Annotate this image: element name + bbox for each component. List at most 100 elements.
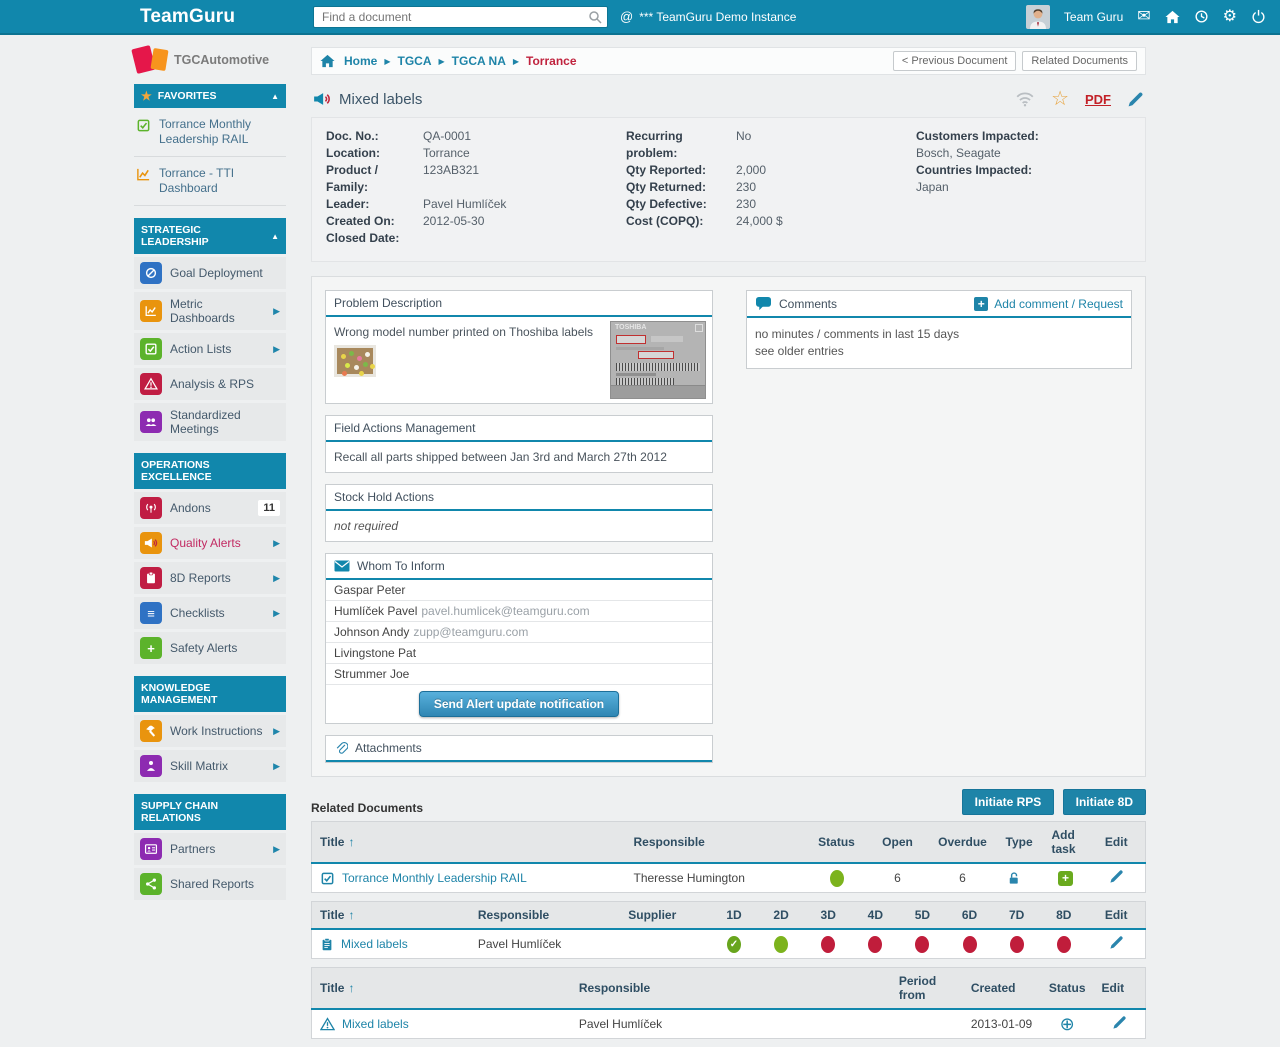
status-dot-6d: ✓: [962, 935, 977, 953]
column-header-title[interactable]: Title ↑: [311, 967, 571, 1010]
column-header-overdue[interactable]: Overdue: [927, 821, 998, 864]
collapse-caret-icon[interactable]: ▲: [271, 91, 279, 101]
whom-to-inform-row[interactable]: Johnson Andy zupp@teamguru.com: [326, 622, 712, 643]
column-header-5d[interactable]: 5D: [898, 901, 946, 930]
add-task-button[interactable]: +: [1058, 870, 1073, 886]
sidebar-item-standardized-meetings[interactable]: Standardized Meetings: [134, 403, 286, 441]
favorite-star-icon[interactable]: ☆: [1051, 88, 1069, 110]
column-header-responsible[interactable]: Responsible: [625, 821, 806, 864]
sidebar-item-work-instructions[interactable]: Work Instructions ▶: [134, 715, 286, 747]
info-value: QA-0001: [423, 129, 472, 143]
edit-pencil-icon[interactable]: [1109, 935, 1124, 950]
sidebar-item-analysis-rps[interactable]: Analysis & RPS: [134, 368, 286, 400]
related-document-link[interactable]: Mixed labels: [320, 937, 408, 952]
column-header-type[interactable]: Type: [997, 821, 1044, 864]
column-header-add-task[interactable]: Add task: [1043, 821, 1088, 864]
edit-pencil-icon[interactable]: [1112, 1015, 1127, 1030]
power-icon[interactable]: [1251, 9, 1266, 24]
add-comment-button[interactable]: + Add comment / Request: [974, 296, 1123, 311]
wifi-broadcast-icon[interactable]: [1015, 91, 1035, 107]
sidebar-item-safety-alerts[interactable]: + Safety Alerts: [134, 632, 286, 664]
breadcrumb-tgca-na[interactable]: TGCA NA: [451, 54, 506, 68]
sidebar-item-skill-matrix[interactable]: Skill Matrix ▶: [134, 750, 286, 782]
column-header-2d[interactable]: 2D: [757, 901, 805, 930]
teamguru-logo[interactable]: TeamGuru: [140, 5, 236, 27]
search-input[interactable]: [313, 5, 608, 28]
sidebar-item-torrance-tti[interactable]: Torrance - TTI Dashboard: [134, 157, 286, 206]
breadcrumb-tgca[interactable]: TGCA: [397, 54, 432, 68]
column-header-edit[interactable]: Edit: [1087, 821, 1146, 864]
collapse-caret-icon[interactable]: ▲: [271, 231, 279, 241]
gear-icon[interactable]: ⚙: [1222, 7, 1237, 25]
related-documents-button[interactable]: Related Documents: [1022, 51, 1137, 71]
column-header-3d[interactable]: 3D: [804, 901, 852, 930]
document-body-panel: Problem Description Wrong model number p…: [311, 276, 1146, 777]
section-header-favorites[interactable]: ★ FAVORITES ▲: [134, 84, 286, 108]
home-icon[interactable]: [1165, 10, 1180, 24]
edit-pencil-icon[interactable]: [1109, 869, 1124, 884]
pdf-export-link[interactable]: PDF: [1085, 91, 1111, 107]
chevron-right-icon: ▶: [273, 607, 280, 618]
column-header-edit[interactable]: Edit: [1093, 967, 1146, 1010]
tgc-automotive-logo[interactable]: TGCAutomotive: [131, 45, 286, 74]
related-8d-table: Title ↑ Responsible Supplier 1D 2D 3D 4D …: [311, 901, 1146, 959]
send-alert-notification-button[interactable]: Send Alert update notification: [418, 691, 620, 717]
status-dot-2d: ✓: [774, 935, 789, 953]
edit-pencil-icon[interactable]: [1127, 91, 1144, 108]
column-header-title[interactable]: Title ↑: [311, 901, 470, 930]
sidebar-item-goal-deployment[interactable]: Goal Deployment: [134, 257, 286, 289]
column-header-supplier[interactable]: Supplier: [620, 901, 711, 930]
related-documents-title: Related Documents: [311, 801, 424, 815]
user-avatar[interactable]: [1025, 4, 1050, 29]
column-header-edit[interactable]: Edit: [1087, 901, 1146, 930]
sidebar-item-action-lists[interactable]: Action Lists ▶: [134, 333, 286, 365]
status-dot: ✓: [829, 869, 844, 887]
sidebar-item-metric-dashboards[interactable]: Metric Dashboards ▶: [134, 292, 286, 330]
column-header-created[interactable]: Created: [962, 967, 1041, 1010]
column-header-status[interactable]: Status: [1040, 967, 1094, 1010]
related-document-link[interactable]: Mixed labels: [320, 1017, 409, 1031]
sticker-board-photo[interactable]: [334, 345, 376, 377]
label-brand-text: TOSHIBA: [615, 324, 647, 331]
column-header-1d[interactable]: 1D: [710, 901, 758, 930]
whom-to-inform-row[interactable]: Livingstone Pat: [326, 643, 712, 664]
initiate-rps-button[interactable]: Initiate RPS: [961, 789, 1055, 815]
column-header-title[interactable]: Title ↑: [311, 821, 626, 864]
mail-icon[interactable]: ✉: [1137, 7, 1151, 25]
initiate-8d-button[interactable]: Initiate 8D: [1062, 789, 1146, 815]
toshiba-label-photo[interactable]: TOSHIBA: [610, 321, 706, 399]
sidebar-item-torrance-rail[interactable]: Torrance Monthly Leadership RAIL: [134, 108, 286, 157]
home-icon[interactable]: [320, 54, 335, 68]
sidebar-item-8d-reports[interactable]: 8D Reports ▶: [134, 562, 286, 594]
person-name: Livingstone Pat: [334, 646, 417, 660]
section-header-operations-excellence[interactable]: OPERATIONS EXCELLENCE: [134, 453, 286, 489]
history-icon[interactable]: [1194, 9, 1209, 24]
sidebar-item-andons[interactable]: Andons 11: [134, 492, 286, 524]
sidebar-item-checklists[interactable]: ≡ Checklists ▶: [134, 597, 286, 629]
column-header-period-from[interactable]: Period from: [890, 967, 963, 1010]
section-header-knowledge-management[interactable]: KNOWLEDGE MANAGEMENT: [134, 676, 286, 712]
column-header-7d[interactable]: 7D: [993, 901, 1041, 930]
search-icon[interactable]: [587, 9, 603, 25]
column-header-open[interactable]: Open: [867, 821, 928, 864]
sidebar-item-shared-reports[interactable]: Shared Reports: [134, 868, 286, 900]
column-header-status[interactable]: Status: [805, 821, 868, 864]
column-header-responsible[interactable]: Responsible: [570, 967, 891, 1010]
see-older-entries-link[interactable]: see older entries: [755, 344, 844, 358]
whom-to-inform-row[interactable]: Humlíček Pavel pavel.humlicek@teamguru.co…: [326, 601, 712, 622]
sidebar-item-partners[interactable]: Partners ▶: [134, 833, 286, 865]
user-name[interactable]: Team Guru: [1063, 9, 1124, 24]
section-header-strategic-leadership[interactable]: STRATEGIC LEADERSHIP ▲: [134, 218, 286, 254]
section-header-supply-chain-relations[interactable]: SUPPLY CHAIN RELATIONS: [134, 794, 286, 830]
column-header-4d[interactable]: 4D: [851, 901, 899, 930]
breadcrumb-home[interactable]: Home: [344, 54, 378, 68]
column-header-6d[interactable]: 6D: [945, 901, 994, 930]
column-header-8d[interactable]: 8D: [1040, 901, 1088, 930]
previous-document-button[interactable]: < Previous Document: [892, 51, 1017, 71]
whom-to-inform-row[interactable]: Strummer Joe: [326, 664, 712, 685]
related-document-link[interactable]: Torrance Monthly Leadership RAIL: [320, 871, 527, 886]
sidebar-item-quality-alerts[interactable]: Quality Alerts ▶: [134, 527, 286, 559]
sort-up-icon: ↑: [348, 981, 355, 995]
whom-to-inform-row[interactable]: Gaspar Peter: [326, 580, 712, 601]
column-header-responsible[interactable]: Responsible: [469, 901, 621, 930]
